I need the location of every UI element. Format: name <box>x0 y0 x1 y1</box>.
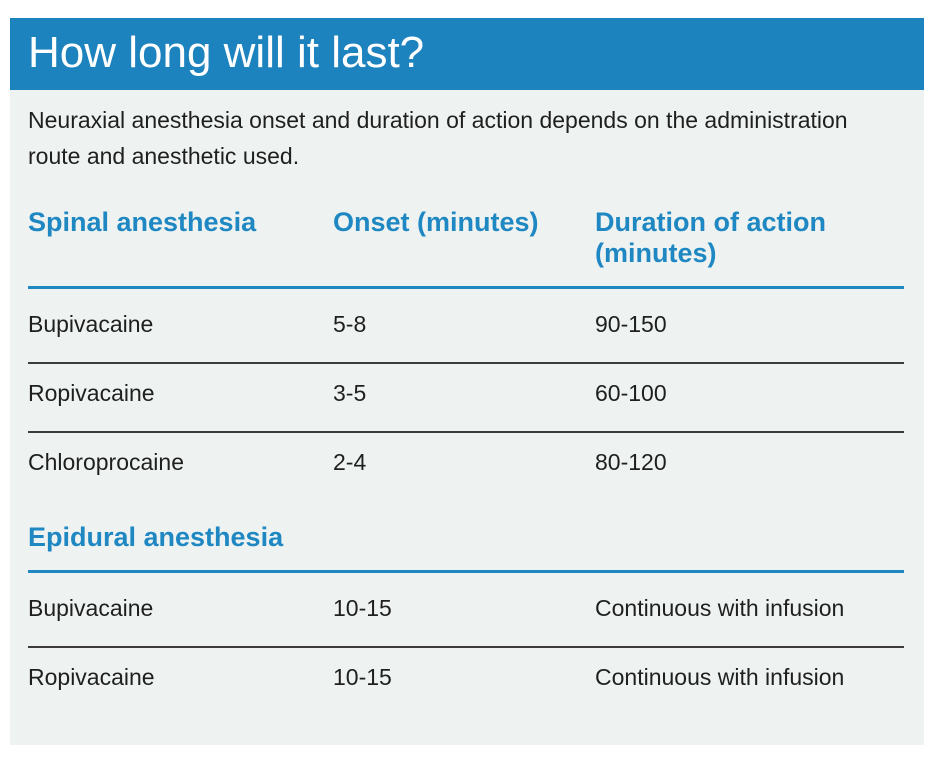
onset-column-header: Onset (minutes) <box>333 207 539 237</box>
duration-value: 60-100 <box>595 380 667 406</box>
onset-value: 2-4 <box>333 449 367 475</box>
onset-value: 5-8 <box>333 311 367 337</box>
onset-value: 3-5 <box>333 380 367 406</box>
duration-value: 90-150 <box>595 311 667 337</box>
onset-value: 10-15 <box>333 595 392 621</box>
duration-value: Continuous with infusion <box>595 664 845 690</box>
drug-name: Bupivacaine <box>28 595 154 621</box>
row-divider <box>28 431 904 433</box>
page-title: How long will it last? <box>28 28 425 77</box>
title-banner: How long will it last? <box>10 18 924 90</box>
drug-name: Ropivacaine <box>28 664 155 690</box>
drug-name: Bupivacaine <box>28 311 154 337</box>
row-divider <box>28 362 904 364</box>
drug-name: Ropivacaine <box>28 380 155 406</box>
row-divider <box>28 646 904 648</box>
duration-value: 80-120 <box>595 449 667 475</box>
epidural-anesthesia-heading: Epidural anesthesia <box>28 522 284 552</box>
epidural-rule <box>28 570 904 573</box>
intro-text: Neuraxial anesthesia onset and duration … <box>28 107 848 169</box>
spinal-anesthesia-heading: Spinal anesthesia <box>28 207 257 237</box>
duration-column-header: Duration of action (minutes) <box>595 207 826 268</box>
onset-value: 10-15 <box>333 664 392 690</box>
header-rule <box>28 286 904 289</box>
drug-name: Chloroprocaine <box>28 449 184 475</box>
duration-value: Continuous with infusion <box>595 595 845 621</box>
info-card: How long will it last? Neuraxial anesthe… <box>10 18 924 745</box>
